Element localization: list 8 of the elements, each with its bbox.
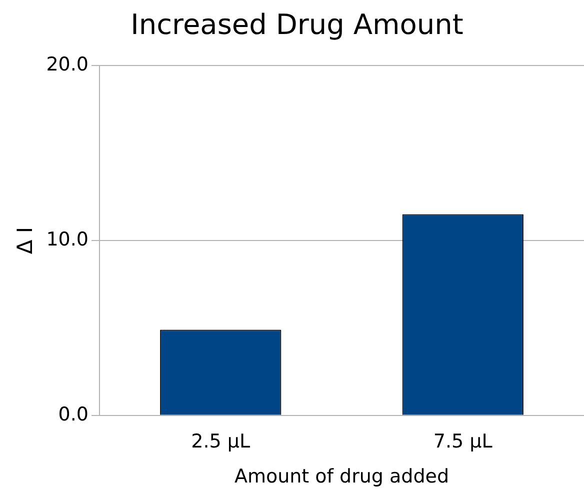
- x-tick-label: 2.5 µL: [191, 430, 251, 453]
- y-axis-title: Δ I: [13, 226, 38, 254]
- chart-title: Increased Drug Amount: [130, 8, 464, 42]
- x-tick-label: 7.5 µL: [433, 430, 493, 453]
- y-tick-label: 20.0: [46, 54, 89, 76]
- y-tick-label: 0.0: [58, 403, 89, 426]
- y-tick-label: 10.0: [46, 228, 89, 250]
- x-axis-title: Amount of drug added: [234, 466, 450, 488]
